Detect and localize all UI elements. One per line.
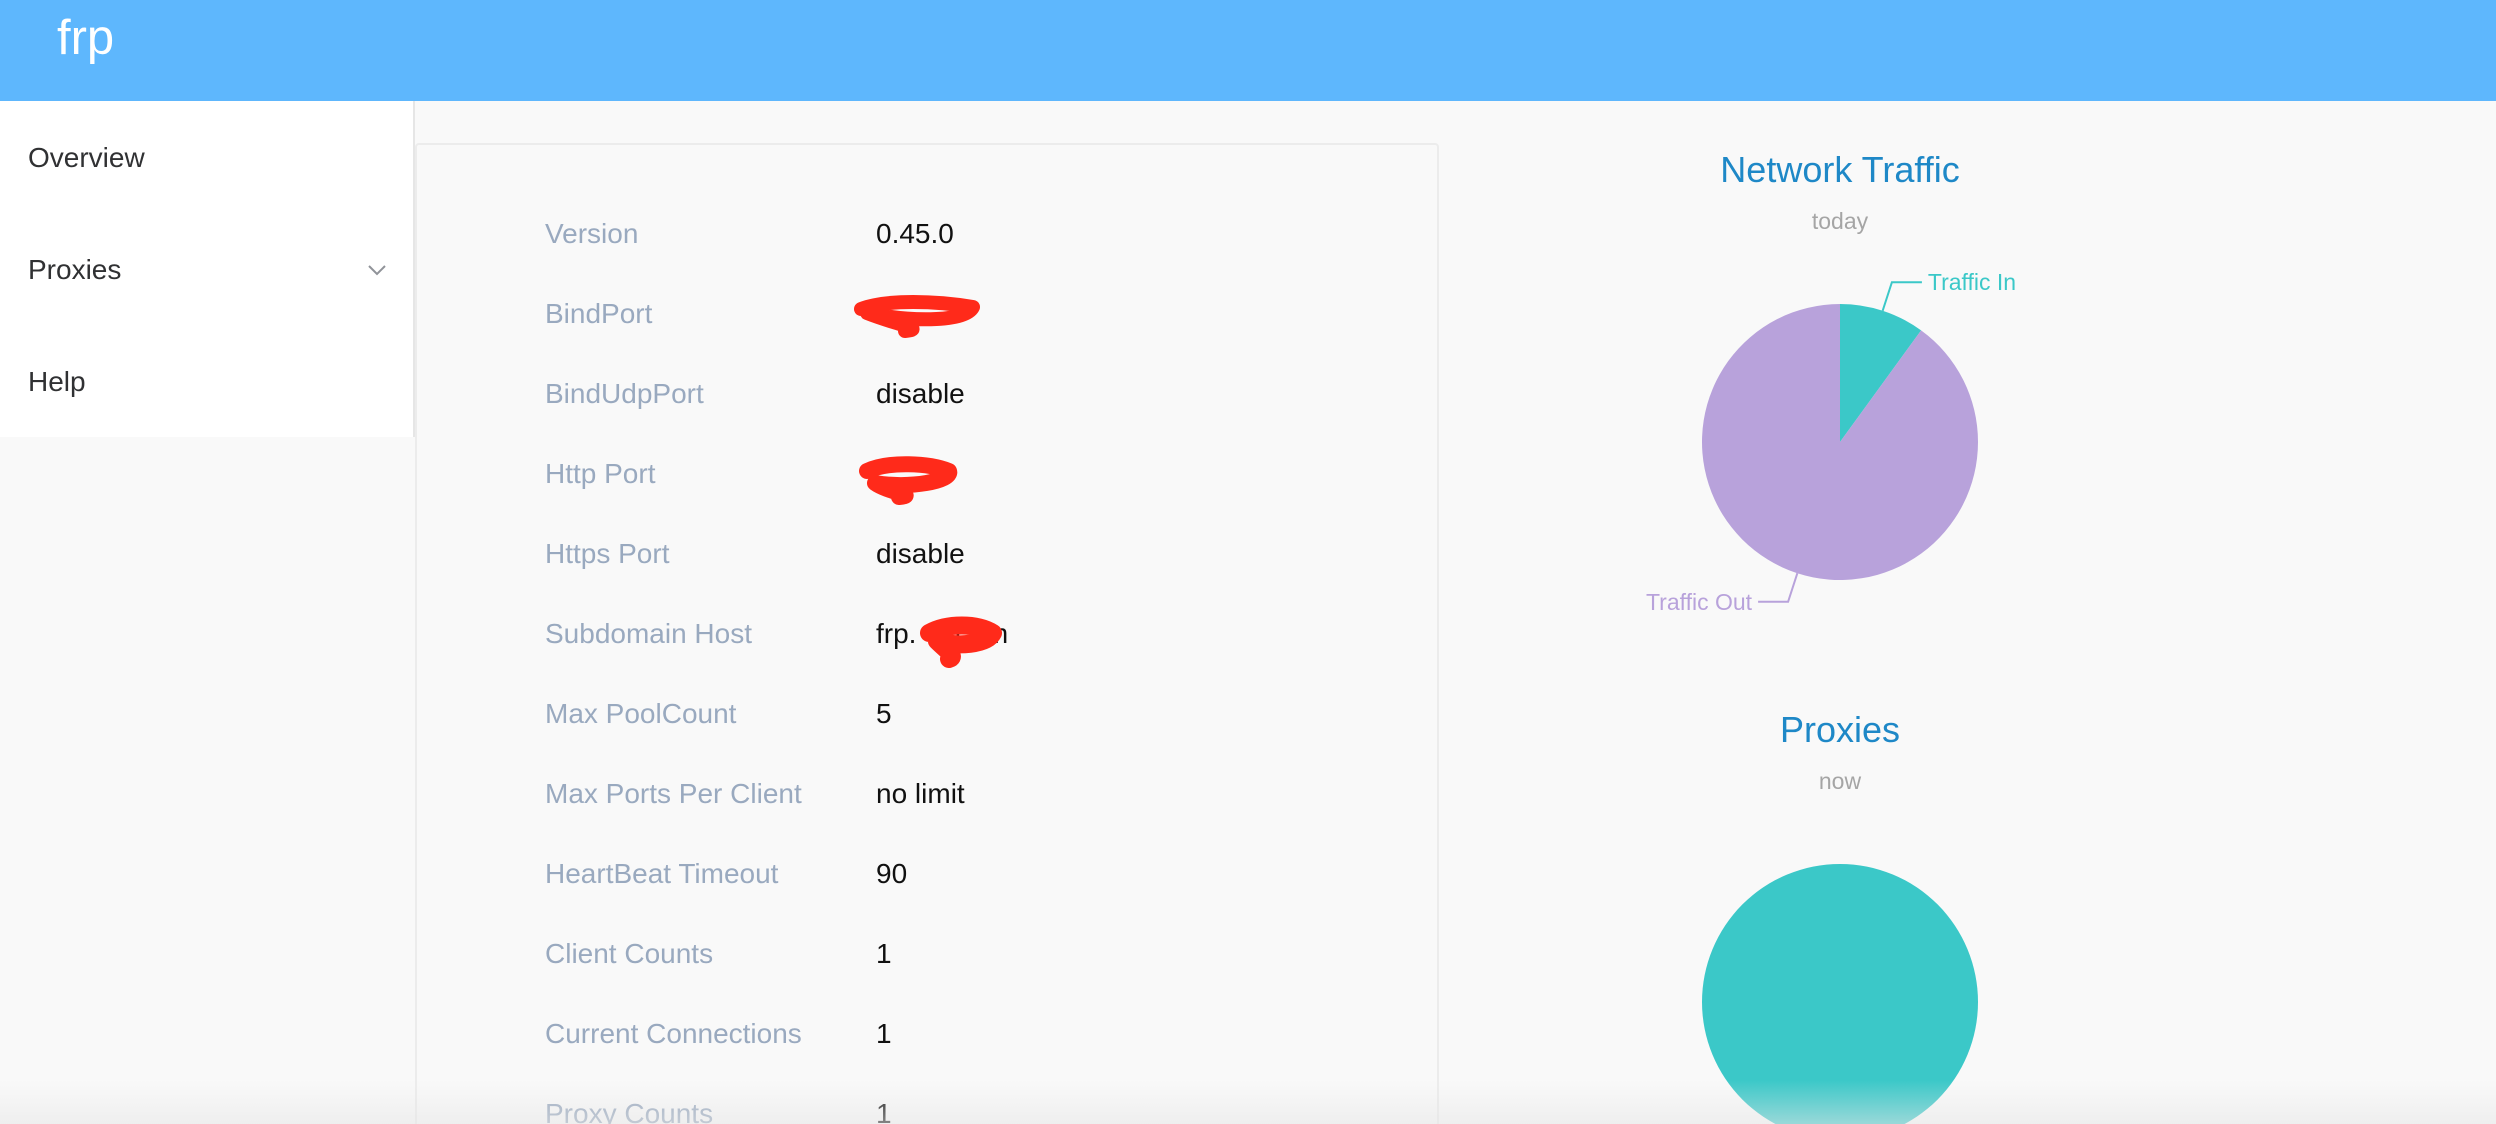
info-label: BindPort xyxy=(545,298,653,329)
traffic-pie-chart: Traffic In Traffic Out xyxy=(1646,269,2016,615)
info-value: 5 xyxy=(876,698,892,729)
info-value: 90 xyxy=(876,858,908,889)
traffic-chart-title: Network Traffic xyxy=(1720,149,1960,190)
redaction-scribble xyxy=(920,616,1002,668)
info-value: disable xyxy=(876,378,965,409)
sidebar-item-label: Help xyxy=(28,366,86,397)
info-label: Proxy Counts xyxy=(545,1098,714,1124)
sidebar-item-proxies[interactable]: Proxies xyxy=(28,240,388,300)
sidebar-item-help[interactable]: Help xyxy=(28,352,388,412)
info-label: Current Connections xyxy=(545,1018,802,1049)
sidebar-item-overview[interactable]: Overview xyxy=(28,128,388,188)
info-label: Https Port xyxy=(545,538,670,569)
info-row-heartbeat-timeout: HeartBeat Timeout 90 xyxy=(417,849,1437,899)
app-logo[interactable]: frp xyxy=(57,11,115,65)
info-row-https-port: Https Port disable xyxy=(417,529,1437,579)
info-row-client-counts: Client Counts 1 xyxy=(417,929,1437,979)
info-row-bind-port: BindPort xyxy=(417,289,1437,339)
proxies-pie-chart xyxy=(1702,864,1978,1124)
info-label: BindUdpPort xyxy=(545,378,704,409)
info-value: disable xyxy=(876,538,965,569)
info-value: no limit xyxy=(876,778,965,809)
info-label: HeartBeat Timeout xyxy=(545,858,779,889)
pie-label-line xyxy=(1881,281,1922,312)
traffic-chart-subtitle: today xyxy=(1811,208,1869,234)
info-value: 1 xyxy=(876,1098,892,1124)
info-label: Http Port xyxy=(545,458,656,489)
info-value: 1 xyxy=(876,1018,892,1049)
pie-label: Traffic Out xyxy=(1646,589,1753,615)
info-row-subdomain-host: Subdomain Host frp. com xyxy=(417,609,1437,668)
info-row-max-ports-per-client: Max Ports Per Client no limit xyxy=(417,769,1437,819)
info-row-bind-udp-port: BindUdpPort disable xyxy=(417,369,1437,419)
sidebar-menu: Overview Proxies Help xyxy=(0,101,415,437)
chevron-down-icon xyxy=(368,265,386,276)
info-label: Version xyxy=(545,218,639,249)
server-info-card: Version 0.45.0 BindPort BindUdpPort disa… xyxy=(415,143,1439,1124)
pie-label: Traffic In xyxy=(1928,269,2016,295)
info-row-proxy-counts: Proxy Counts 1 xyxy=(417,1089,1437,1124)
redaction-scribble xyxy=(854,295,980,338)
info-label: Max Ports Per Client xyxy=(545,778,802,809)
redaction-scribble xyxy=(859,456,957,505)
info-label: Client Counts xyxy=(545,938,714,969)
info-value: 0.45.0 xyxy=(876,218,954,249)
pie-slice-0[interactable] xyxy=(1702,864,1978,1124)
proxies-chart-title: Proxies xyxy=(1779,709,1901,750)
pie-label-line xyxy=(1758,572,1799,603)
sidebar-item-label: Overview xyxy=(28,142,145,173)
info-row-http-port: Http Port xyxy=(417,449,1437,505)
info-label: Subdomain Host xyxy=(545,618,753,649)
pie-slice-traffic-out[interactable] xyxy=(1702,304,1979,580)
proxies-chart-subtitle: now xyxy=(1818,768,1862,794)
info-row-current-connections: Current Connections 1 xyxy=(417,1009,1437,1059)
info-row-version: Version 0.45.0 xyxy=(417,209,1437,259)
sidebar-item-label: Proxies xyxy=(28,254,122,285)
info-value: 1 xyxy=(876,938,892,969)
info-row-max-pool-count: Max PoolCount 5 xyxy=(417,689,1437,739)
info-label: Max PoolCount xyxy=(545,698,737,729)
pie-slice-traffic-in[interactable] xyxy=(1840,304,1922,442)
top-header: frp xyxy=(0,0,2496,101)
